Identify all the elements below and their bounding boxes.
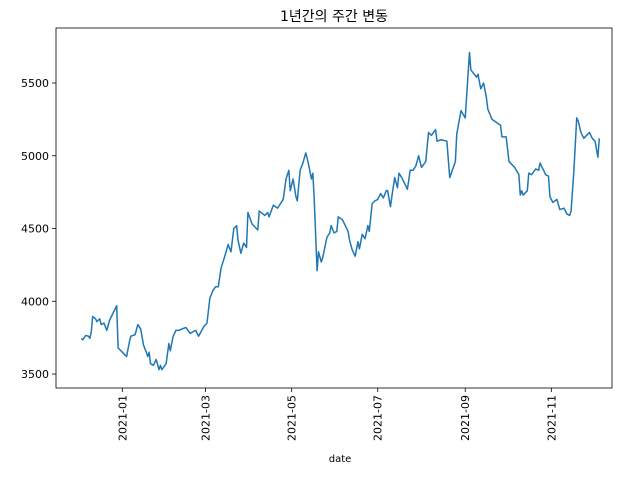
line-series [80,51,601,371]
plot-frame [55,27,613,389]
y-tick-label: 5000 [21,150,49,163]
x-tick-label: 2021-09 [459,395,472,441]
x-tick-label: 2021-01 [116,395,129,441]
x-tick-label: 2021-05 [286,395,299,441]
x-tick-label: 2021-07 [372,395,385,441]
x-tick-label: 2021-03 [200,395,213,441]
x-axis-label: date [329,454,352,465]
y-tick-label: 4000 [21,295,49,308]
y-tick-label: 4500 [21,223,49,236]
chart-title: 1년간의 주간 변동 [280,9,388,25]
y-tick-label: 3500 [21,368,49,381]
y-tick-label: 5500 [21,77,49,90]
x-tick-label: 2021-11 [545,395,558,441]
